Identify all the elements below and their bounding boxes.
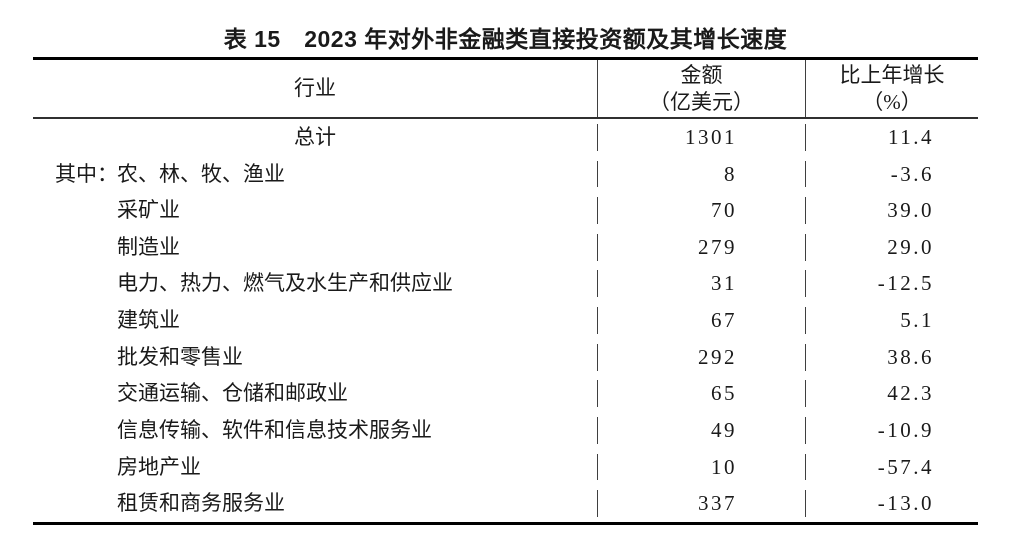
table-row: 采矿业 70 39.0 (33, 192, 978, 229)
industry-label: 交通运输、仓储和邮政业 (117, 381, 348, 406)
amount-header-line2: （亿美元） (649, 89, 754, 114)
growth-cell: 11.4 (805, 123, 978, 151)
amount-cell: 292 (597, 343, 805, 371)
growth-cell: -13.0 (805, 490, 978, 517)
table-row: 其中：农、林、牧、渔业 8 -3.6 (33, 156, 978, 193)
industry-label: 租赁和商务服务业 (117, 491, 285, 516)
amount-cell: 67 (597, 307, 805, 334)
table-title: 表 15 2023 年对外非金融类直接投资额及其增长速度 (223, 26, 788, 52)
table-row: 房地产业 10 -57.4 (33, 449, 978, 486)
industry-label: 采矿业 (117, 198, 180, 223)
growth-cell: -12.5 (805, 270, 978, 298)
industry-label: 建筑业 (117, 308, 180, 332)
industry-cell: 批发和零售业 (33, 344, 597, 371)
column-header-industry: 行业 (33, 60, 597, 117)
growth-header-line2: （%） (862, 89, 922, 114)
amount-cell: 10 (597, 453, 805, 481)
amount-header-line1: 金额 (680, 62, 723, 87)
growth-cell: -57.4 (805, 453, 978, 481)
growth-cell: -3.6 (805, 160, 978, 188)
table-row: 制造业 279 29.0 (33, 229, 978, 266)
column-header-growth: 比上年增长 （%） (805, 60, 978, 117)
table-row: 租赁和商务服务业 337 -13.0 (33, 485, 978, 522)
industry-cell: 采矿业 (33, 197, 597, 224)
table-row: 建筑业 67 5.1 (33, 302, 978, 339)
industry-label: 批发和零售业 (117, 344, 243, 369)
row-prefix: 其中： (55, 161, 118, 186)
growth-header-line1: 比上年增长 (839, 62, 945, 87)
industry-cell: 信息传输、软件和信息技术服务业 (33, 417, 597, 444)
industry-cell: 交通运输、仓储和邮政业 (33, 380, 597, 407)
amount-cell: 8 (597, 160, 805, 188)
column-header-amount: 金额 （亿美元） (597, 60, 805, 117)
industry-cell: 总计 (294, 124, 336, 149)
table-row: 电力、热力、燃气及水生产和供应业 31 -12.5 (33, 266, 978, 303)
industry-cell: 电力、热力、燃气及水生产和供应业 (33, 270, 597, 297)
industry-cell: 租赁和商务服务业 (33, 490, 597, 517)
industry-label: 制造业 (117, 234, 180, 259)
industry-header-label: 行业 (294, 76, 336, 100)
amount-cell: 31 (597, 270, 805, 298)
table-row: 总计 1301 11.4 (33, 119, 978, 156)
amount-cell: 337 (597, 490, 805, 517)
growth-cell: 38.6 (805, 343, 978, 371)
growth-cell: 39.0 (805, 197, 978, 224)
industry-cell: 其中：农、林、牧、渔业 (33, 161, 597, 188)
amount-cell: 70 (597, 197, 805, 224)
industry-cell: 制造业 (33, 234, 597, 261)
amount-cell: 279 (597, 233, 805, 261)
amount-cell: 49 (597, 416, 805, 444)
amount-cell: 65 (597, 380, 805, 408)
industry-cell: 建筑业 (33, 307, 597, 334)
growth-cell: 29.0 (805, 233, 978, 261)
table-row: 信息传输、软件和信息技术服务业 49 -10.9 (33, 412, 978, 449)
industry-label: 农、林、牧、渔业 (117, 161, 285, 186)
industry-cell: 房地产业 (33, 454, 597, 481)
industry-label: 信息传输、软件和信息技术服务业 (117, 417, 432, 442)
growth-cell: 5.1 (805, 307, 978, 334)
table-row: 批发和零售业 292 38.6 (33, 339, 978, 376)
investment-table: 行业 金额 （亿美元） 比上年增长 （%） 总计 1301 11.4 其中：农、… (33, 57, 978, 525)
industry-label: 房地产业 (117, 454, 201, 479)
table-header-row: 行业 金额 （亿美元） 比上年增长 （%） (33, 60, 978, 119)
growth-cell: 42.3 (805, 380, 978, 408)
amount-cell: 1301 (597, 123, 805, 151)
industry-label: 电力、热力、燃气及水生产和供应业 (117, 271, 453, 296)
table-row: 交通运输、仓储和邮政业 65 42.3 (33, 375, 978, 412)
growth-cell: -10.9 (805, 416, 978, 444)
